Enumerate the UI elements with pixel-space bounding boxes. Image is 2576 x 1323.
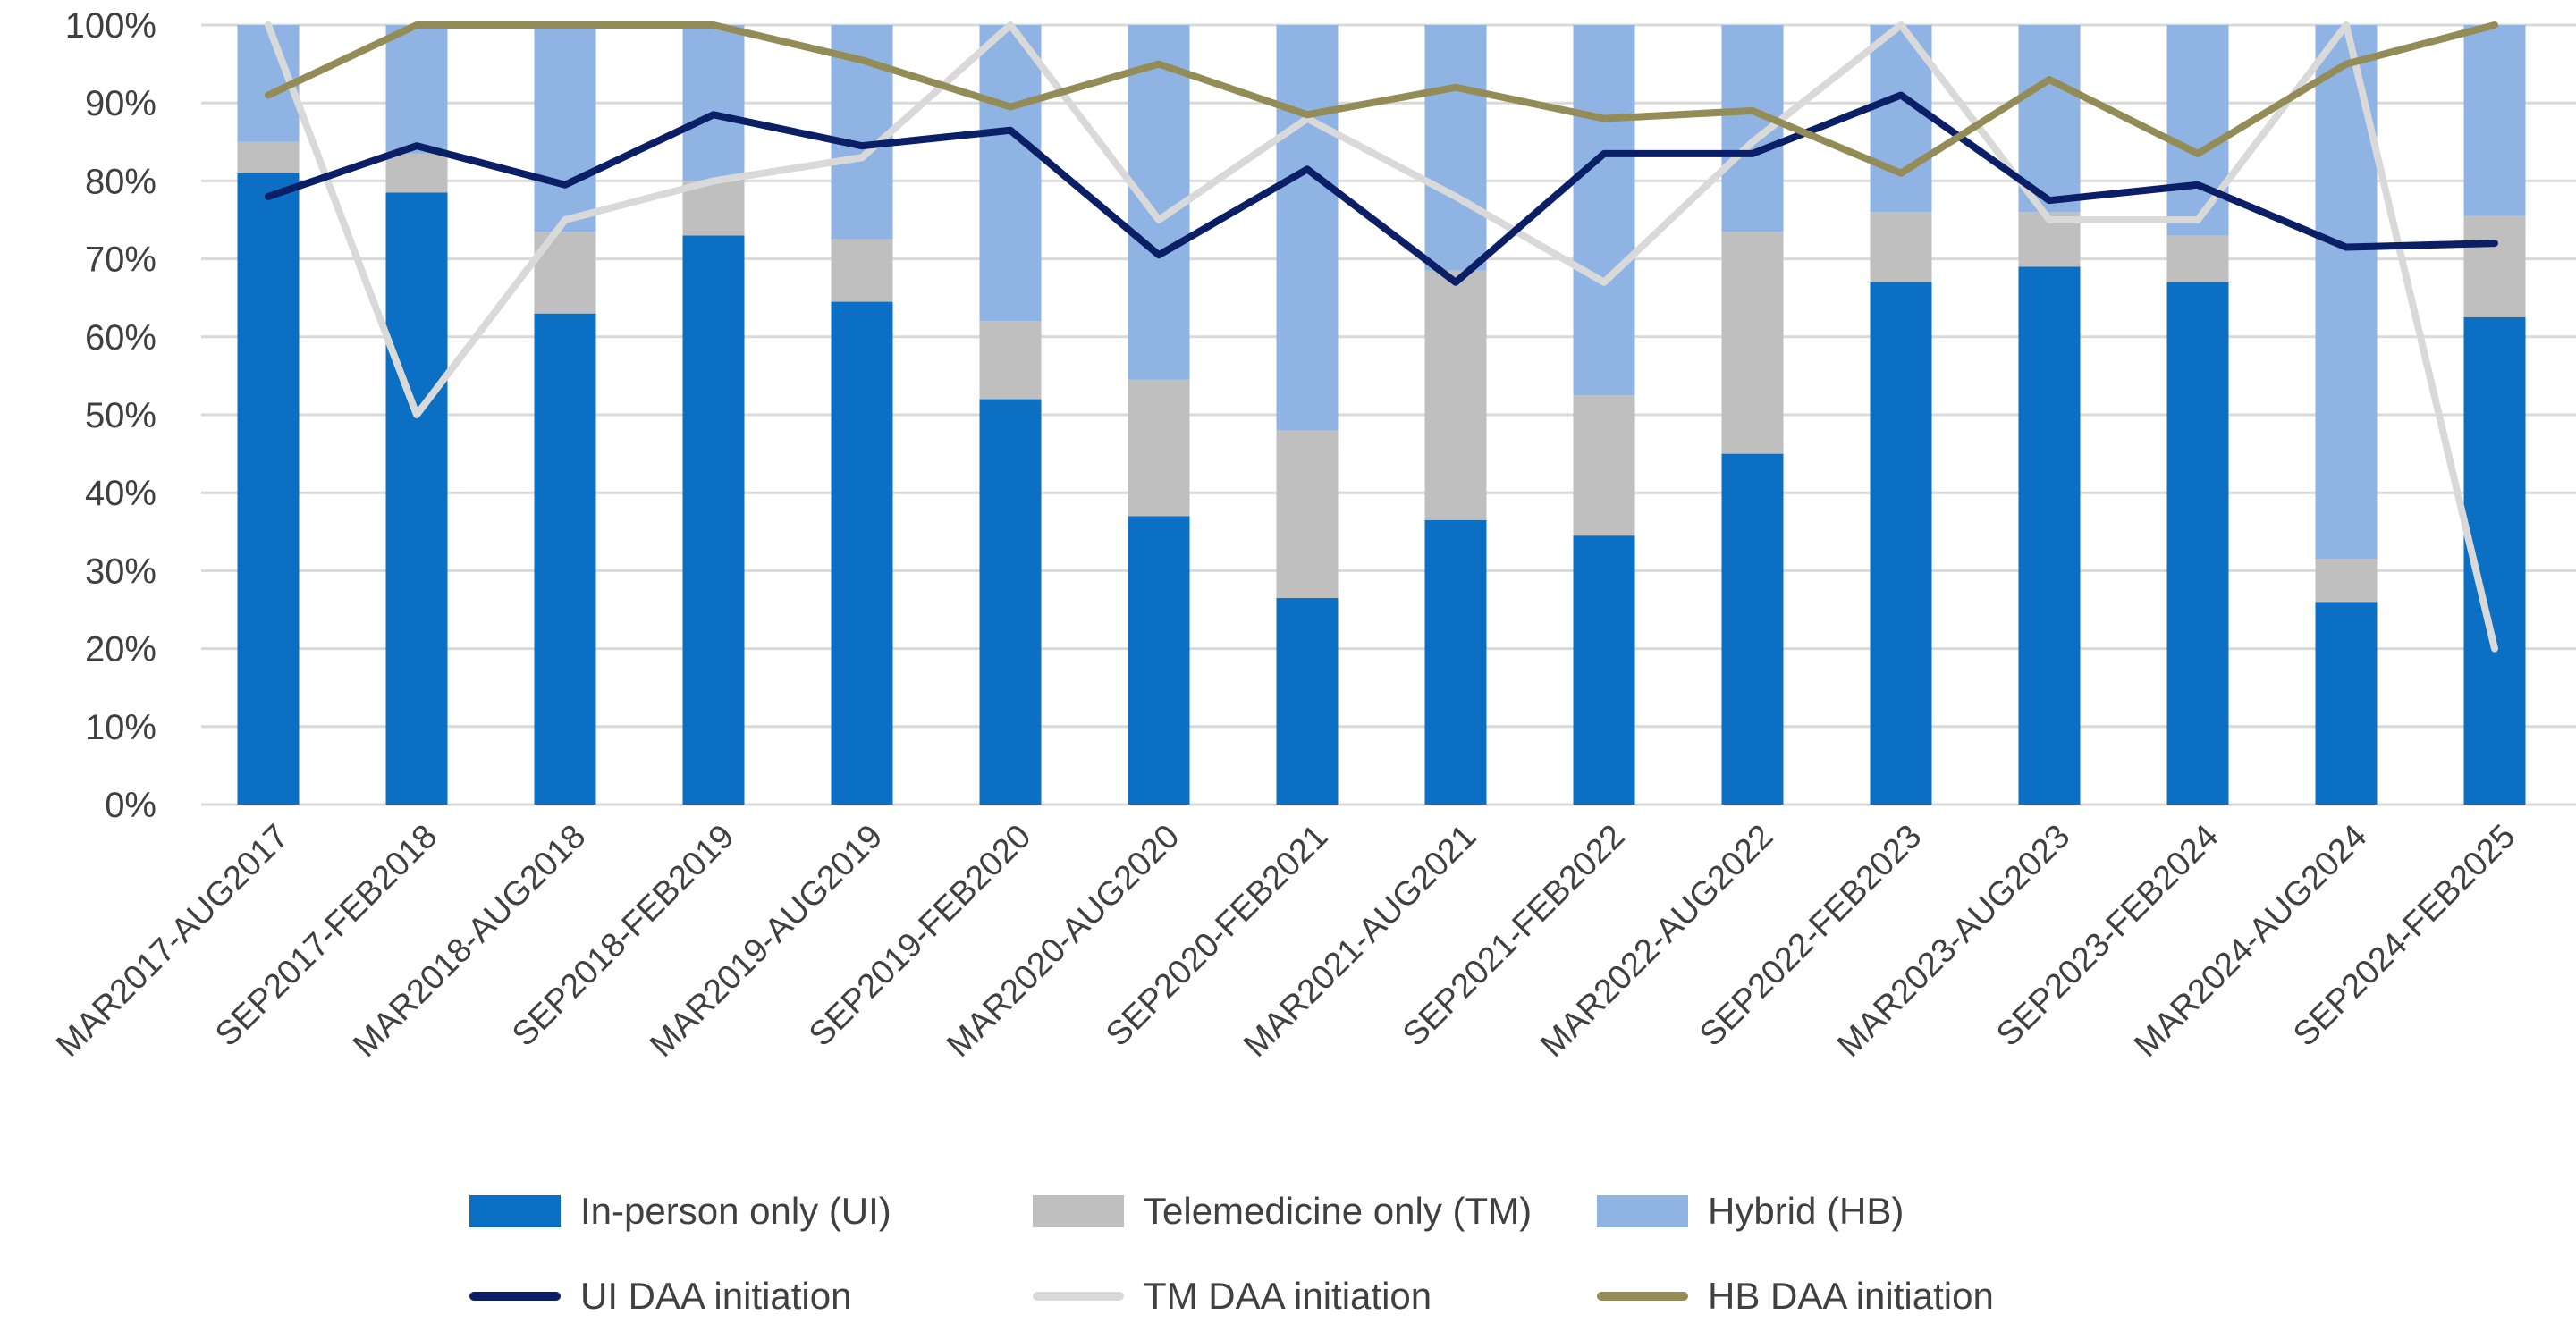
bars — [237, 25, 2526, 805]
bar-segment — [2315, 559, 2378, 603]
bar-segment — [831, 301, 893, 805]
y-axis-ticks: 0% 10% 20% 30% 40% 50% 60% 70% 80% 90% 100% — [65, 6, 156, 825]
series-line — [265, 91, 2498, 286]
bar-segment — [1870, 212, 1932, 282]
bar-segment — [1276, 25, 1339, 431]
series-line — [265, 21, 2498, 177]
bar-segment — [1573, 535, 1635, 805]
bar-segment — [682, 25, 745, 181]
y-tick-label: 40% — [85, 474, 156, 513]
bar-segment — [1721, 232, 1784, 454]
bar-segment — [385, 153, 448, 193]
y-tick-label: 100% — [65, 6, 156, 46]
bar-segment — [1424, 25, 1487, 271]
bar-segment — [1573, 395, 1635, 536]
y-tick-label: 70% — [85, 240, 156, 280]
series-line — [265, 21, 2498, 653]
bar-segment — [1128, 516, 1190, 805]
y-tick-label: 60% — [85, 318, 156, 358]
bar-segment — [534, 313, 596, 805]
bar-segment — [1128, 379, 1190, 517]
lines — [265, 21, 2498, 653]
x-axis-ticks: MAR2017-AUG2017SEP2017-FEB2018MAR2018-AU… — [49, 818, 2522, 1065]
bar-segment — [1276, 430, 1339, 598]
y-tick-label: 0% — [105, 786, 156, 825]
bar-segment — [682, 235, 745, 805]
bar-segment — [979, 399, 1042, 805]
bar-segment — [534, 25, 596, 232]
bar-segment — [1573, 25, 1635, 396]
bar-segment — [1424, 270, 1487, 520]
bar-segment — [385, 25, 448, 154]
bar-segment — [1870, 282, 1932, 805]
bar-segment — [831, 239, 893, 302]
bar-segment — [1424, 519, 1487, 805]
bar-segment — [979, 321, 1042, 400]
y-tick-label: 10% — [85, 708, 156, 747]
bar-segment — [2463, 25, 2526, 216]
bar-segment — [979, 25, 1042, 322]
bar-segment — [385, 192, 448, 805]
y-tick-label: 90% — [85, 84, 156, 123]
bar-segment — [1721, 453, 1784, 805]
bar-segment — [2315, 602, 2378, 805]
bar-segment — [2018, 266, 2081, 805]
y-tick-label: 20% — [85, 630, 156, 670]
bar-segment — [237, 141, 300, 173]
y-tick-label: 50% — [85, 396, 156, 435]
y-tick-label: 30% — [85, 552, 156, 591]
bar-segment — [1276, 597, 1339, 805]
y-tick-label: 80% — [85, 162, 156, 201]
bar-segment — [237, 173, 300, 805]
bar-segment — [2463, 215, 2526, 317]
bar-segment — [2166, 282, 2229, 805]
bar-segment — [2166, 235, 2229, 282]
bar-segment — [2018, 25, 2081, 213]
bar-segment — [2166, 25, 2229, 236]
